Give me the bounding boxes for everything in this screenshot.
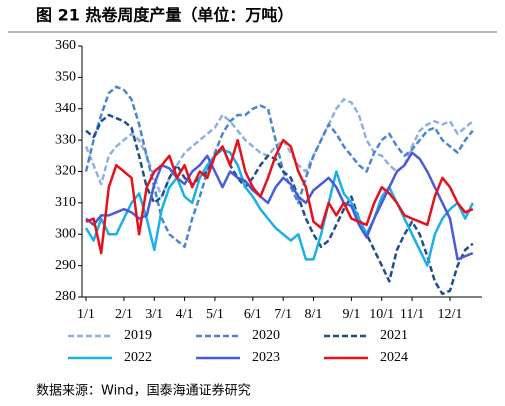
- y-tick-label: 320: [55, 164, 76, 179]
- x-tick-label: 11/1: [400, 307, 424, 322]
- series-line: [84, 85, 474, 249]
- legend-label: 2021: [380, 328, 408, 343]
- series-line: [84, 148, 474, 267]
- x-tick-label: 10/1: [369, 307, 394, 322]
- x-tick-label: 8/1: [305, 307, 323, 322]
- x-tick-label: 4/1: [176, 307, 194, 322]
- y-tick-label: 310: [55, 195, 76, 210]
- series-line: [85, 138, 474, 255]
- x-tick-label: 3/1: [145, 307, 163, 322]
- legend-label: 2020: [252, 328, 280, 343]
- x-tick-label: 9/1: [342, 307, 360, 322]
- source: 数据来源：Wind，国泰海通证券研究: [36, 383, 251, 399]
- x-tick-label: 5/1: [206, 307, 224, 322]
- legend-label: 2022: [124, 350, 152, 365]
- series-line: [85, 151, 474, 261]
- y-tick-label: 280: [55, 289, 76, 304]
- x-tick-label: 7/1: [274, 307, 292, 322]
- x-tick-label: 2/1: [115, 307, 133, 322]
- legend-label: 2019: [124, 328, 152, 343]
- y-tick-label: 340: [55, 101, 76, 116]
- chart-title: 图 21 热卷周度产量（单位：万吨）: [36, 6, 293, 25]
- x-tick-label: 1/1: [77, 307, 95, 322]
- y-tick-label: 360: [55, 38, 76, 53]
- legend-label: 2024: [380, 350, 408, 365]
- y-tick-label: 290: [55, 258, 76, 273]
- y-tick-label: 300: [55, 226, 76, 241]
- series-line: [85, 113, 474, 296]
- x-tick-label: 6/1: [244, 307, 262, 322]
- x-tick-label: 12/1: [438, 307, 463, 322]
- y-tick-label: 330: [55, 132, 76, 147]
- y-tick-label: 350: [55, 70, 76, 85]
- legend-label: 2023: [252, 350, 280, 365]
